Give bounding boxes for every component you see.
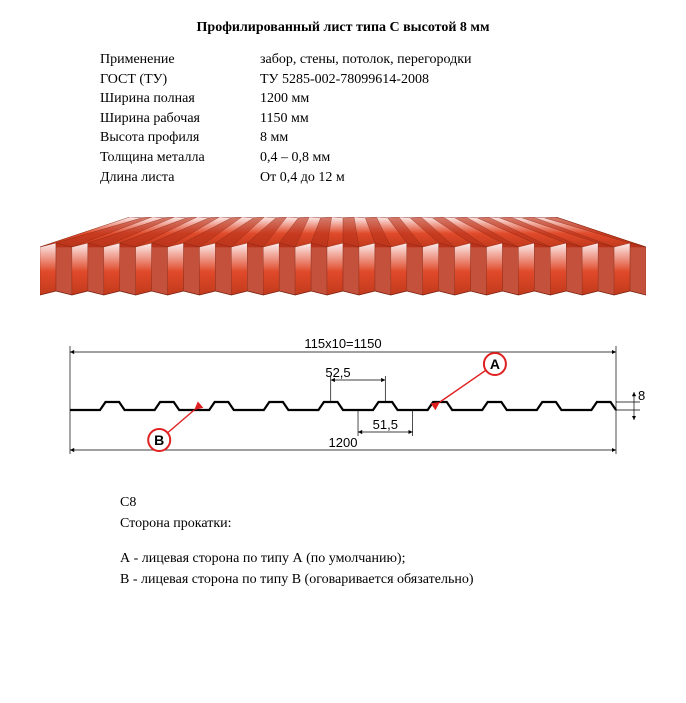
note-side: Сторона прокатки:: [120, 513, 646, 534]
spec-label: Толщина металла: [100, 148, 260, 168]
spec-value: От 0,4 до 12 м: [260, 168, 345, 188]
spec-label: Ширина полная: [100, 89, 260, 109]
spec-table: Применениезабор, стены, потолок, перегор…: [100, 50, 646, 187]
note-a: А - лицевая сторона по типу А (по умолча…: [120, 548, 646, 569]
svg-text:52,5: 52,5: [325, 365, 350, 380]
profile-3d-illustration: [40, 217, 646, 312]
svg-text:B: B: [154, 432, 164, 448]
note-c8: С8: [120, 492, 646, 513]
spec-value: 0,4 – 0,8 мм: [260, 148, 330, 168]
spec-label: Ширина рабочая: [100, 109, 260, 129]
page-title: Профилированный лист типа С высотой 8 мм: [40, 20, 646, 36]
note-b: В - лицевая сторона по типу В (оговарива…: [120, 569, 646, 590]
spec-label: ГОСТ (ТУ): [100, 70, 260, 90]
svg-text:51,5: 51,5: [373, 417, 398, 432]
spec-value: забор, стены, потолок, перегородки: [260, 50, 471, 70]
spec-value: 8 мм: [260, 128, 288, 148]
spec-label: Высота профиля: [100, 128, 260, 148]
bottom-notes: С8 Сторона прокатки: А - лицевая сторона…: [120, 492, 646, 590]
cross-section-diagram: 115x10=1150 52,5 51,5 1200 8 A B: [40, 332, 646, 462]
svg-text:115x10=1150: 115x10=1150: [304, 336, 381, 351]
spec-value: 1150 мм: [260, 109, 309, 129]
spec-value: ТУ 5285-002-78099614-2008: [260, 70, 429, 90]
spec-label: Применение: [100, 50, 260, 70]
svg-text:8: 8: [638, 388, 645, 403]
spec-label: Длина листа: [100, 168, 260, 188]
svg-text:1200: 1200: [329, 435, 358, 450]
svg-text:A: A: [490, 356, 500, 372]
spec-value: 1200 мм: [260, 89, 309, 109]
